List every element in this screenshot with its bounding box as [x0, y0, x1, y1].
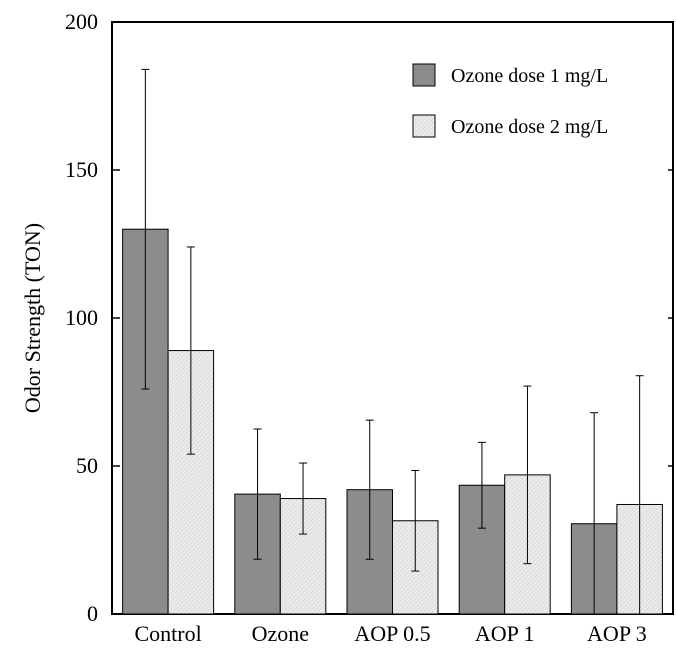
legend-swatch-1	[412, 63, 436, 87]
legend: Ozone dose 1 mg/L Ozone dose 2 mg/L	[412, 63, 608, 138]
plot-area: 0 50 100 150 200 Control Ozone AOP 0.5 AOP 1 AOP …	[65, 9, 674, 646]
legend-swatch-2	[412, 114, 436, 138]
y-axis-label: Odor Strength (TON)	[20, 223, 45, 413]
y-tick-label: 0	[87, 601, 98, 626]
legend-label-1: Ozone dose 1 mg/L	[451, 65, 608, 87]
x-tick-label: AOP 3	[587, 621, 647, 646]
y-tick-label: 100	[65, 305, 98, 330]
bar-2	[167, 350, 215, 615]
y-tick-label: 200	[65, 9, 98, 34]
x-tick-label: Ozone	[252, 621, 309, 646]
x-tick-label: AOP 1	[475, 621, 535, 646]
x-tick-label: AOP 0.5	[354, 621, 430, 646]
y-tick-label: 150	[65, 157, 98, 182]
legend-label-2: Ozone dose 2 mg/L	[451, 116, 608, 138]
y-tick-label: 50	[76, 453, 98, 478]
x-tick-label: Control	[134, 621, 201, 646]
